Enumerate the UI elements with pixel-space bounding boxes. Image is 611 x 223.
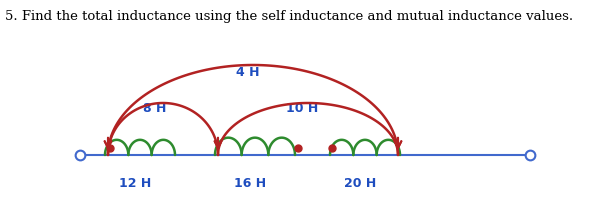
Text: 16 H: 16 H bbox=[234, 177, 266, 190]
Text: 10 H: 10 H bbox=[286, 101, 318, 114]
Text: 8 H: 8 H bbox=[144, 101, 167, 114]
Text: 4 H: 4 H bbox=[236, 66, 260, 78]
Text: 20 H: 20 H bbox=[344, 177, 376, 190]
Text: 5. Find the total inductance using the self inductance and mutual inductance val: 5. Find the total inductance using the s… bbox=[5, 10, 573, 23]
Text: 12 H: 12 H bbox=[119, 177, 151, 190]
